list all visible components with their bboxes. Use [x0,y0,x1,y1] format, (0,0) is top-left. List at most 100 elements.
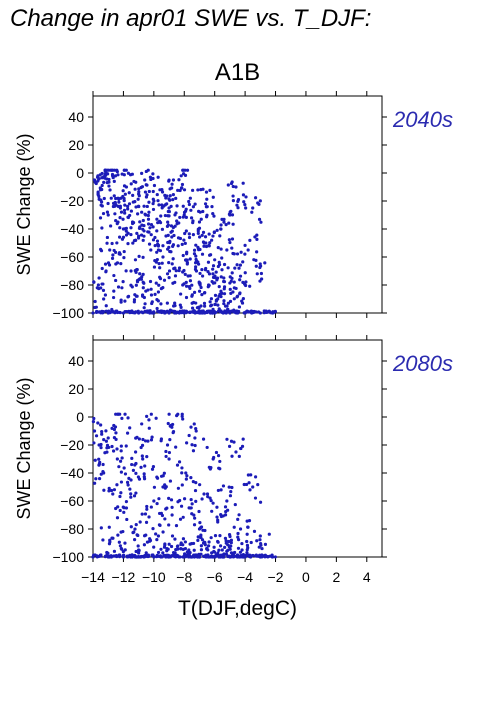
data-point [209,253,213,257]
data-point [146,439,150,443]
data-point [142,234,146,238]
y-tick-label: 40 [68,353,84,369]
data-point [185,252,189,256]
data-point [116,173,120,177]
data-point [139,465,143,469]
data-point [235,294,240,298]
data-point [159,547,163,551]
data-point [106,261,111,265]
data-point [140,275,144,279]
data-point [183,553,187,557]
data-point [222,276,226,280]
data-point [226,508,230,512]
data-point [112,435,117,440]
data-point [240,301,245,305]
data-point [143,464,147,468]
data-point [178,236,183,241]
data-point [114,412,118,416]
data-point [267,532,271,536]
data-point [201,240,206,244]
data-point [247,481,251,485]
data-point [113,168,117,172]
data-point [105,241,109,245]
data-point [100,183,104,188]
data-point [151,189,155,194]
data-point [191,480,195,484]
data-point [203,290,207,295]
data-point [161,255,165,259]
data-point [227,533,232,537]
data-point [127,202,132,206]
data-point [228,494,233,498]
data-point [174,524,179,528]
data-point [219,227,223,231]
data-point [104,304,108,308]
data-point [133,537,137,542]
data-point [134,461,138,466]
data-point [113,425,118,429]
data-point [104,270,108,274]
data-point [123,299,127,303]
data-point [99,200,104,204]
data-point [221,484,226,488]
data-point [170,186,174,190]
data-point [121,217,125,221]
data-point [149,177,153,182]
data-point [191,449,196,453]
data-point [258,500,263,504]
data-point [183,272,187,276]
data-point [233,502,237,507]
data-point [207,232,211,236]
data-point [101,288,106,292]
data-point [166,553,171,557]
data-point [177,268,181,273]
data-point [248,488,252,492]
data-point [105,168,109,172]
data-point [166,214,170,218]
data-point [142,281,146,285]
data-point [124,444,128,448]
data-point [122,256,126,260]
data-point [163,483,167,487]
data-point [137,187,141,191]
data-point [253,496,258,500]
data-point [235,252,240,256]
data-point [150,301,154,306]
data-point [191,205,195,209]
data-point [145,204,149,209]
data-point [160,555,164,559]
data-point [119,298,123,302]
data-point [237,454,241,458]
data-point [116,412,120,416]
data-point [139,310,144,314]
data-point [136,544,140,548]
data-point [130,553,134,557]
data-point [126,215,130,220]
data-point [205,310,209,315]
data-point [253,196,258,200]
data-point [177,221,181,225]
data-point [179,292,183,296]
data-point [103,293,107,297]
data-point [109,196,113,200]
data-point [125,554,129,558]
data-point [94,181,98,186]
data-point [102,488,106,492]
data-point [115,241,119,245]
data-point [204,190,209,194]
data-point [229,439,234,443]
data-point [174,211,178,215]
data-point [149,223,154,227]
data-point [104,309,108,313]
data-point [198,235,202,239]
data-point [207,243,211,247]
data-point [209,297,214,301]
data-point [151,225,155,229]
data-point [215,228,219,232]
data-point [140,293,145,297]
data-point [263,542,268,546]
data-point [183,168,187,172]
data-point [147,200,151,204]
data-point [211,272,215,276]
data-point [205,492,210,496]
